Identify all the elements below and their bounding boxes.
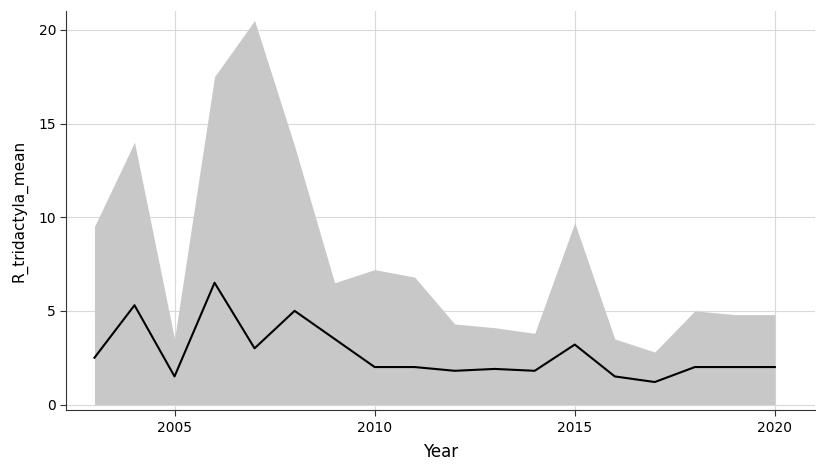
X-axis label: Year: Year [423,443,458,461]
Y-axis label: R_tridactyla_mean: R_tridactyla_mean [11,140,27,282]
